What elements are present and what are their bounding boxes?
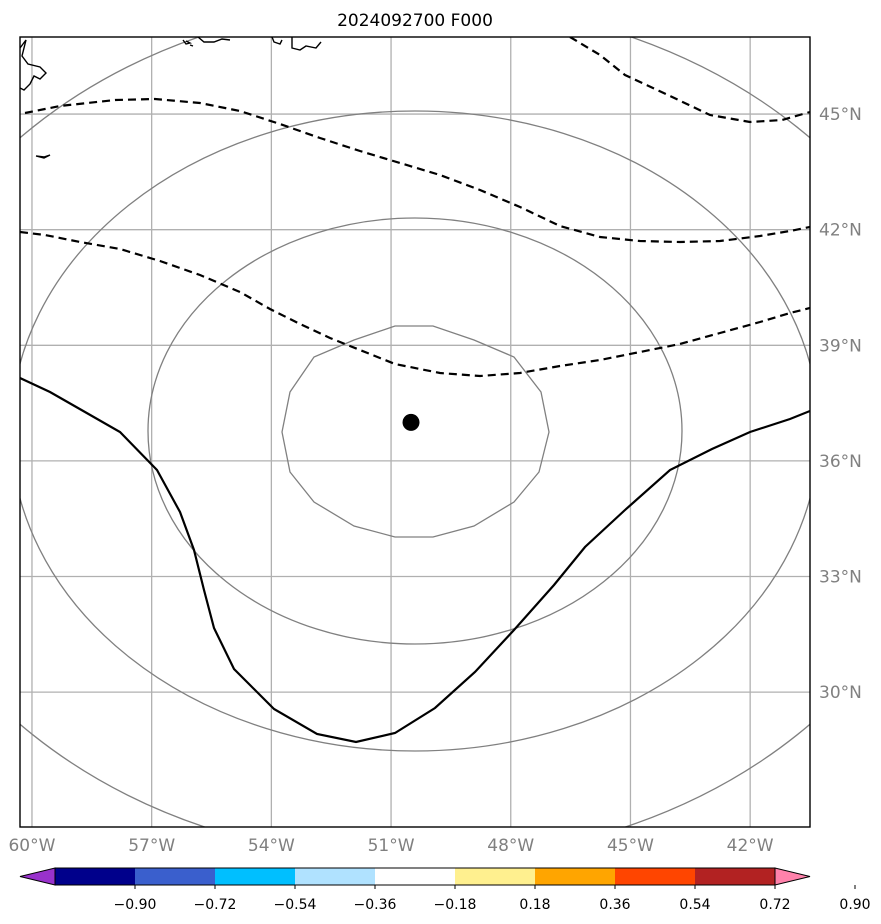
- latitude-tick-label: 30°N: [819, 683, 862, 703]
- longitude-tick-label: 60°W: [8, 836, 55, 856]
- colorbar-tick-label: −0.72: [194, 897, 237, 913]
- colorbar: −0.90 −0.72 −0.54 −0.36 −0.18 0.18 0.36 0.54 0.7…: [19, 867, 871, 913]
- colorbar-extend-low: [19, 867, 56, 886]
- coastline: [20, 37, 322, 159]
- contour-lines: [20, 37, 810, 744]
- contour-dashed-45n: [24, 97, 810, 244]
- colorbar-segment: [375, 868, 456, 885]
- colorbar-tick-label: 0.18: [519, 897, 550, 913]
- storm-center-marker: [402, 413, 420, 431]
- colorbar-tick-label: 0.36: [599, 897, 630, 913]
- colorbar-tick-label: −0.18: [434, 897, 477, 913]
- longitude-tick-label: 51°W: [368, 836, 415, 856]
- longitude-tick-label: 48°W: [487, 836, 534, 856]
- map-frame: [19, 36, 811, 828]
- colorbar-segment: [135, 868, 216, 885]
- coastline-north-5: [291, 37, 322, 51]
- colorbar-tick-label: −0.54: [274, 897, 317, 913]
- map-panel: [20, 37, 810, 827]
- map-title: 2024092700 F000: [337, 11, 493, 31]
- colorbar-tick-label: −0.90: [114, 897, 157, 913]
- range-ring-2: [147, 217, 683, 645]
- latitude-tick-label: 39°N: [819, 336, 862, 356]
- latitude-tick-label: 33°N: [819, 568, 862, 588]
- colorbar-segment: [695, 868, 776, 885]
- contour-dashed-north: [569, 37, 810, 124]
- latitude-tick-label: 45°N: [819, 105, 862, 125]
- range-ring-1: [281, 325, 550, 538]
- colorbar-tick-label: 0.90: [839, 897, 870, 913]
- map-background: [20, 37, 810, 827]
- colorbar-frame: [54, 867, 776, 886]
- colorbar-segment: [535, 868, 616, 885]
- latitude-tick-label: 36°N: [819, 452, 862, 472]
- colorbar-segment: [615, 868, 696, 885]
- colorbar-segment: [295, 868, 376, 885]
- graticule: [20, 37, 810, 827]
- colorbar-segment: [215, 868, 296, 885]
- colorbar-tick-label: 0.54: [679, 897, 710, 913]
- coastline-island: [35, 154, 51, 159]
- coastline-newfoundland: [20, 39, 47, 91]
- longitude-tick-label: 45°W: [607, 836, 654, 856]
- longitude-tick-labels: 60°W 57°W 54°W 51°W 48°W 45°W 42°W: [8, 836, 773, 856]
- colorbar-tick-label: 0.72: [759, 897, 790, 913]
- coastline-north-1: [182, 39, 193, 45]
- longitude-tick-label: 54°W: [248, 836, 295, 856]
- longitude-tick-label: 57°W: [128, 836, 175, 856]
- contour-dashed-42n: [20, 230, 810, 378]
- colorbar-tick-label: −0.36: [354, 897, 397, 913]
- coastline-north-3: [197, 37, 231, 43]
- contour-solid: [20, 377, 810, 744]
- colorbar-extend-high: [774, 867, 811, 886]
- range-ring-3: [20, 110, 810, 752]
- latitude-tick-label: 42°N: [819, 221, 862, 241]
- longitude-tick-label: 42°W: [727, 836, 774, 856]
- range-rings: [20, 37, 810, 827]
- latitude-tick-labels: 45°N 42°N 39°N 36°N 33°N 30°N: [819, 105, 862, 703]
- coastline-north-2: [189, 44, 194, 47]
- colorbar-segment: [455, 868, 536, 885]
- coastline-north-4: [271, 37, 283, 45]
- colorbar-segment: [55, 868, 136, 885]
